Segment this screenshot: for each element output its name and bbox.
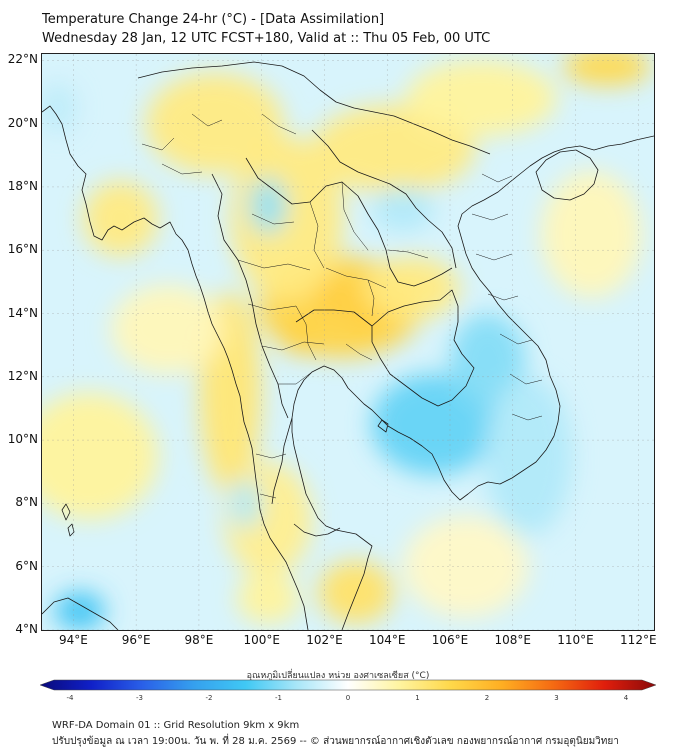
island-andaman — [61, 503, 71, 521]
model-info: WRF-DA Domain 01 :: Grid Resolution 9km … — [52, 720, 300, 731]
lon-tick-label: 110°E — [557, 633, 594, 647]
island-nicobar — [67, 523, 75, 537]
border-cambodia — [371, 289, 475, 407]
field-anomaly-23 — [54, 592, 105, 630]
map-panel[interactable] — [41, 53, 655, 631]
colorbar-label: อุณหภูมิเปลี่ยนแปลง หน่วย องศาเซลเซียส (… — [246, 671, 430, 681]
lat-tick-label: 14°N — [7, 305, 38, 320]
border-thailand-cambodia — [295, 309, 373, 327]
colorbar: -4 -3 -2 -1 0 1 2 3 4 — [40, 679, 656, 702]
colorbar-tick-label: -2 — [206, 694, 213, 702]
lat-tick-label: 6°N — [15, 558, 38, 573]
border-thailand-malaysia — [293, 523, 341, 537]
lon-tick-label: 100°E — [243, 633, 280, 647]
lat-tick-label: 8°N — [15, 495, 38, 510]
colorbar-ramp — [40, 679, 656, 691]
colorbar-tick-label: -3 — [136, 694, 143, 702]
map-title: Temperature Change 24-hr (°C) - [Data As… — [42, 12, 385, 27]
province-vietnam — [471, 173, 543, 421]
map-subtitle: Wednesday 28 Jan, 12 UTC FCST+180, Valid… — [42, 31, 491, 46]
lat-tick-label: 22°N — [7, 52, 38, 67]
coastline-and-borders — [42, 61, 654, 630]
lon-tick-label: 96°E — [121, 633, 151, 647]
field-anomaly-18 — [402, 516, 529, 618]
field-anomaly-9 — [562, 54, 651, 86]
lat-tick-label: 16°N — [7, 242, 38, 257]
lon-tick-label: 94°E — [58, 633, 88, 647]
lat-tick-label: 18°N — [7, 178, 38, 193]
field-anomaly-17 — [541, 171, 642, 298]
coastline-gulf — [291, 135, 654, 630]
lon-tick-label: 98°E — [184, 633, 214, 647]
field-anomaly-13 — [236, 573, 300, 624]
border-thailand-laos — [245, 157, 453, 287]
colorbar-tick-label: 4 — [624, 694, 629, 702]
border-laos-vietnam — [311, 129, 457, 269]
lon-tick-label: 104°E — [368, 633, 406, 647]
colorbar-tick-label: 3 — [554, 694, 558, 702]
border-china — [137, 61, 491, 155]
field-anomaly-5 — [230, 136, 344, 301]
lon-tick-label: 102°E — [306, 633, 343, 647]
lat-tick-label: 4°N — [15, 622, 38, 636]
province-lines — [141, 113, 429, 499]
temperature-field — [42, 54, 651, 630]
colorbar-tick-label: 0 — [346, 694, 350, 702]
colorbar-tick-label: -4 — [67, 694, 75, 702]
colorbar-tick-label: 2 — [485, 694, 489, 702]
lat-tick-label: 20°N — [7, 115, 38, 130]
field-anomaly-14 — [42, 392, 159, 520]
lon-tick-label: 112°E — [620, 633, 657, 647]
coastline-hainan — [535, 149, 599, 201]
field-anomaly-8 — [406, 60, 557, 137]
field-anomaly-16 — [111, 285, 225, 374]
update-credit: ปรับปรุงข้อมูล ณ เวลา 19:00น. วัน พ. ที่… — [52, 736, 619, 747]
lat-tick-label: 10°N — [7, 432, 38, 447]
colorbar-tick-label: -1 — [275, 694, 282, 702]
island-sumatra-tip — [42, 597, 119, 630]
lon-tick-label: 108°E — [494, 633, 532, 647]
colorbar-ticks: -4 -3 -2 -1 0 1 2 3 4 — [67, 694, 629, 702]
lat-tick-label: 12°N — [7, 368, 38, 383]
lon-tick-label: 106°E — [431, 633, 469, 647]
field-anomaly-22 — [371, 186, 435, 232]
field-anomaly-24 — [230, 478, 262, 529]
coastline-mainland — [42, 105, 309, 630]
field-anomaly-15 — [82, 180, 159, 257]
field-anomaly-25 — [484, 376, 573, 536]
field-anomaly-6 — [145, 72, 284, 175]
temperature-map[interactable] — [42, 54, 654, 630]
coastline-peninsula-east — [271, 417, 293, 505]
field-anomaly-21 — [249, 177, 287, 235]
field-anomaly-20 — [450, 313, 526, 409]
field-anomaly-26 — [42, 82, 77, 134]
lat-lon-gridlines — [42, 54, 654, 630]
island-phu-quoc — [377, 419, 389, 433]
field-anomaly-12 — [318, 560, 394, 624]
field-anomaly-4 — [365, 256, 460, 320]
colorbar-tick-label: 1 — [415, 694, 419, 702]
